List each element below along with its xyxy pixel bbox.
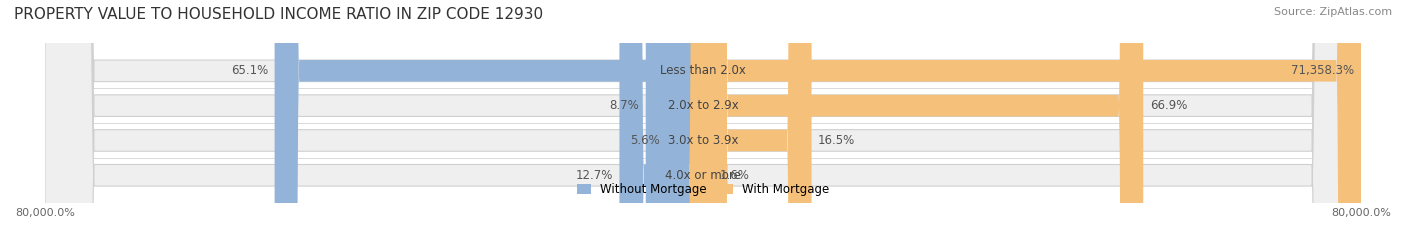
FancyBboxPatch shape xyxy=(703,0,1143,233)
Text: 3.0x to 3.9x: 3.0x to 3.9x xyxy=(668,134,738,147)
Text: 5.6%: 5.6% xyxy=(630,134,659,147)
Text: 16.5%: 16.5% xyxy=(818,134,855,147)
FancyBboxPatch shape xyxy=(45,0,1361,233)
FancyBboxPatch shape xyxy=(645,0,703,233)
Text: 65.1%: 65.1% xyxy=(231,64,269,77)
Text: PROPERTY VALUE TO HOUSEHOLD INCOME RATIO IN ZIP CODE 12930: PROPERTY VALUE TO HOUSEHOLD INCOME RATIO… xyxy=(14,7,543,22)
Text: 12.7%: 12.7% xyxy=(575,169,613,182)
FancyBboxPatch shape xyxy=(45,0,1361,233)
FancyBboxPatch shape xyxy=(666,0,703,233)
Text: 71,358.3%: 71,358.3% xyxy=(1291,64,1354,77)
Text: Less than 2.0x: Less than 2.0x xyxy=(659,64,747,77)
Text: 66.9%: 66.9% xyxy=(1150,99,1187,112)
Text: Source: ZipAtlas.com: Source: ZipAtlas.com xyxy=(1274,7,1392,17)
FancyBboxPatch shape xyxy=(274,0,703,233)
FancyBboxPatch shape xyxy=(703,0,811,233)
FancyBboxPatch shape xyxy=(45,0,1361,233)
Text: 2.0x to 2.9x: 2.0x to 2.9x xyxy=(668,99,738,112)
FancyBboxPatch shape xyxy=(689,0,728,233)
Text: 4.0x or more: 4.0x or more xyxy=(665,169,741,182)
Text: 1.6%: 1.6% xyxy=(720,169,749,182)
Text: 8.7%: 8.7% xyxy=(609,99,640,112)
Legend: Without Mortgage, With Mortgage: Without Mortgage, With Mortgage xyxy=(572,178,834,200)
FancyBboxPatch shape xyxy=(45,0,1361,233)
FancyBboxPatch shape xyxy=(620,0,703,233)
FancyBboxPatch shape xyxy=(703,0,1361,233)
